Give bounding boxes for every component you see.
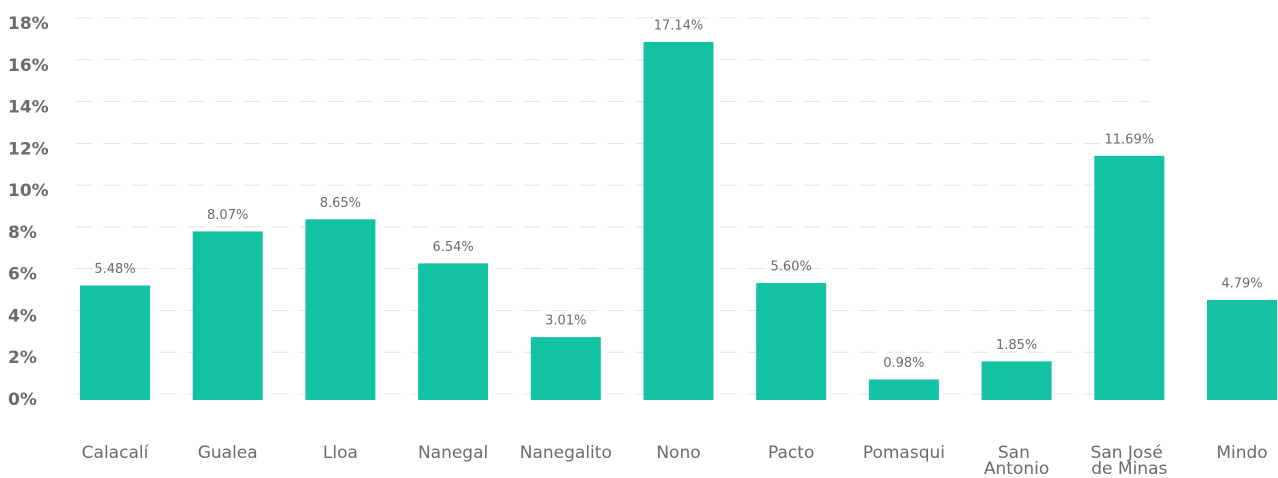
x-tick-label: Gualea: [198, 443, 258, 463]
x-tick-label: Nono: [656, 443, 700, 463]
x-tick-label: San José de Minas: [1091, 443, 1169, 478]
value-label: 1.85%: [996, 338, 1037, 353]
bar: [192, 231, 263, 400]
value-label: 8.07%: [207, 208, 248, 223]
bar: [418, 263, 489, 400]
x-tick-label-line: San: [998, 443, 1035, 463]
y-tick-label: 10%: [8, 181, 49, 201]
bar: [1094, 155, 1165, 400]
x-tick-label: Pacto: [768, 443, 814, 463]
x-tick-label-line: Antonio: [984, 459, 1049, 478]
x-tick-label: San Antonio: [984, 443, 1049, 478]
value-label: 5.60%: [771, 260, 812, 275]
x-tick-label-line: San José: [1091, 443, 1169, 463]
y-tick-label: 6%: [8, 265, 37, 285]
bar: [1207, 299, 1277, 400]
y-tick-label: 14%: [8, 98, 49, 118]
y-tick-label: 16%: [8, 56, 49, 76]
x-tick-label: Mindo: [1216, 443, 1267, 463]
x-tick-label-line: de Minas: [1091, 459, 1167, 478]
y-tick-label: 2%: [8, 348, 37, 368]
x-tick-label: Lloa: [323, 443, 358, 463]
x-tick-label: Calacalí: [82, 443, 150, 463]
bar: [981, 361, 1052, 400]
value-label: 8.65%: [320, 196, 361, 211]
value-label: 0.98%: [883, 356, 924, 371]
value-label: 6.54%: [432, 240, 473, 255]
bar: [868, 379, 939, 400]
y-tick-label: 0%: [8, 390, 37, 410]
bar: [756, 283, 827, 400]
bar: [80, 285, 150, 400]
x-tick-label: Nanegal: [418, 443, 488, 463]
y-tick-label: 8%: [8, 223, 37, 243]
value-label: 5.48%: [94, 262, 135, 277]
bar: [643, 41, 714, 400]
bar: [530, 337, 601, 400]
x-tick-label: Nanegalito: [520, 443, 612, 463]
value-label: 4.79%: [1221, 276, 1262, 291]
y-tick-label: 4%: [8, 306, 37, 326]
value-label: 3.01%: [545, 314, 586, 329]
bar: [305, 219, 376, 400]
value-label: 11.69%: [1105, 132, 1155, 147]
x-tick-label: Pomasqui: [863, 443, 945, 463]
y-tick-label: 12%: [8, 139, 49, 159]
value-label: 17.14%: [654, 18, 704, 33]
y-tick-label: 18%: [8, 14, 49, 34]
